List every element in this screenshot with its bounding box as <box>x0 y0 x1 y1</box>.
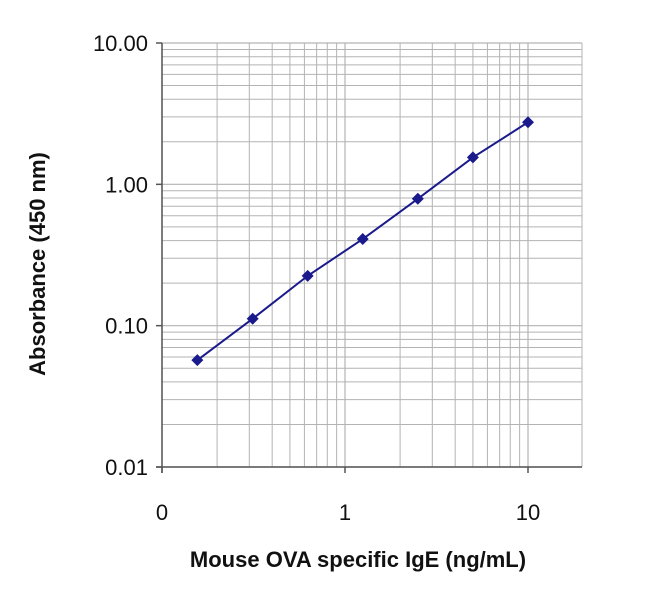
tick-labels: 0.01 0.10 1.00 10.00 0 1 10 <box>93 31 540 525</box>
x-tick-label: 10 <box>516 500 540 525</box>
y-tick-label: 10.00 <box>93 31 148 56</box>
grid-lines <box>161 42 583 468</box>
data-point-marker <box>301 269 314 282</box>
y-axis-title: Absorbance (450 nm) <box>25 152 50 376</box>
y-tick-label: 0.01 <box>105 455 148 480</box>
x-axis-title: Mouse OVA specific IgE (ng/mL) <box>190 547 526 572</box>
data-point-marker <box>466 151 479 164</box>
y-tick-label: 0.10 <box>105 314 148 339</box>
data-point-marker <box>522 116 534 129</box>
data-point-marker <box>246 312 259 325</box>
data-point-marker <box>356 233 369 246</box>
axes <box>156 42 582 473</box>
data-point-marker <box>411 192 424 205</box>
data-point-marker <box>191 354 204 367</box>
x-tick-label: 1 <box>339 500 351 525</box>
series-layer <box>191 116 534 367</box>
y-tick-label: 1.00 <box>105 172 148 197</box>
x-tick-label: 0 <box>156 500 168 525</box>
